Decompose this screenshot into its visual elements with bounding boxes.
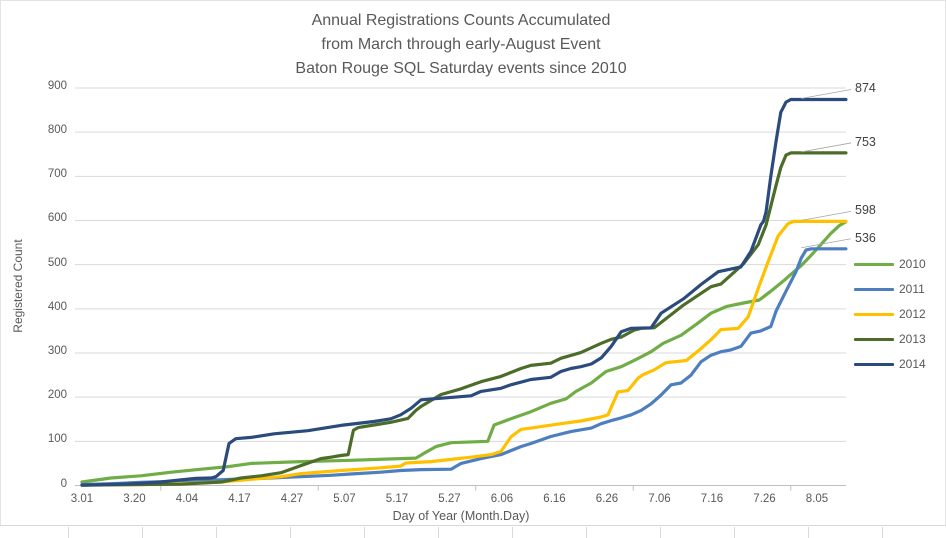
end-label-leader-2012 [801,210,852,221]
series-line-2014 [80,97,848,487]
worksheet-cells-strip[interactable] [0,525,946,538]
end-label-2014: 874 [855,81,876,96]
cell-gridline [882,527,883,538]
cell-gridline [586,527,587,538]
x-tick-label: 4.27 [280,493,304,505]
legend-item-2012[interactable]: 2012 [854,306,926,322]
legend-item-2013[interactable]: 2013 [854,331,926,347]
x-tick-label: 3.01 [70,493,94,505]
legend-label: 2014 [899,357,926,371]
legend-item-2011[interactable]: 2011 [854,281,925,297]
legend-line-swatch [854,262,894,266]
cell-gridline [512,527,513,538]
end-label-2012: 598 [855,203,876,218]
x-tick-label: 7.26 [753,493,776,505]
cell-gridline [290,527,291,538]
y-tick-label: 400 [47,300,67,313]
cell-gridline [660,527,661,538]
legend-line-swatch [854,337,894,341]
series-line-2012 [80,219,848,487]
x-tick-label: 8.05 [805,493,829,505]
y-tick-label: 300 [47,344,67,357]
cell-gridline [734,527,735,538]
end-label-leader-2013 [801,142,852,153]
y-tick-label: 200 [47,389,67,402]
legend-label: 2012 [899,307,926,321]
y-tick-label: 700 [47,168,67,181]
end-label-leader-2014 [801,89,852,99]
x-tick-label: 6.06 [490,493,514,505]
y-tick-label: 0 [60,477,67,490]
cell-gridline [142,527,143,538]
legend-label: 2013 [899,332,926,346]
x-tick-label: 7.06 [648,493,671,505]
legend-label: 2010 [899,257,926,271]
x-tick-label: 6.26 [595,493,619,505]
end-label-2013: 753 [855,134,876,149]
x-tick-label: 4.17 [228,493,251,505]
series-line-2010 [80,220,848,484]
legend-item-2014[interactable]: 2014 [854,356,926,372]
chart-title-line-1: Annual Registrations Counts Accumulated [311,12,611,29]
x-axis-title: Day of Year (Month.Day) [392,509,530,523]
x-tick-label: 5.07 [333,493,356,505]
chart-canvas[interactable]: Annual Registrations Counts Accumulated … [0,0,946,526]
y-tick-label: 900 [47,79,67,92]
x-tick-label: 7.16 [700,493,724,505]
x-tick-label: 6.16 [543,493,566,505]
end-label-leader-2011 [801,238,852,249]
chart-title-line-3: Baton Rouge SQL Saturday events since 20… [295,60,627,77]
cell-gridline [438,527,439,538]
x-tick-label: 5.17 [385,493,409,505]
cell-gridline [216,527,217,538]
series-line-2011 [80,247,848,487]
y-tick-label: 800 [47,124,67,137]
y-axis-title: Registered Count [11,239,25,333]
x-tick-label: 4.04 [175,493,199,505]
legend-line-swatch [854,287,894,291]
y-tick-label: 600 [47,212,67,225]
x-tick-label: 3.20 [123,493,146,505]
y-tick-label: 100 [47,433,67,446]
chart-title-line-2: from March through early-August Event [321,36,601,53]
end-label-2011: 536 [855,230,876,245]
cell-gridline [68,527,69,538]
legend-line-swatch [854,312,894,316]
cell-gridline [364,527,365,538]
legend-label: 2011 [899,282,925,296]
x-tick-label: 5.27 [438,493,461,505]
y-tick-label: 500 [47,256,67,269]
plot-area [75,87,852,491]
legend-item-2010[interactable]: 2010 [854,256,926,272]
legend-line-swatch [854,362,894,366]
series-line-2013 [80,151,848,487]
cell-gridline [808,527,809,538]
